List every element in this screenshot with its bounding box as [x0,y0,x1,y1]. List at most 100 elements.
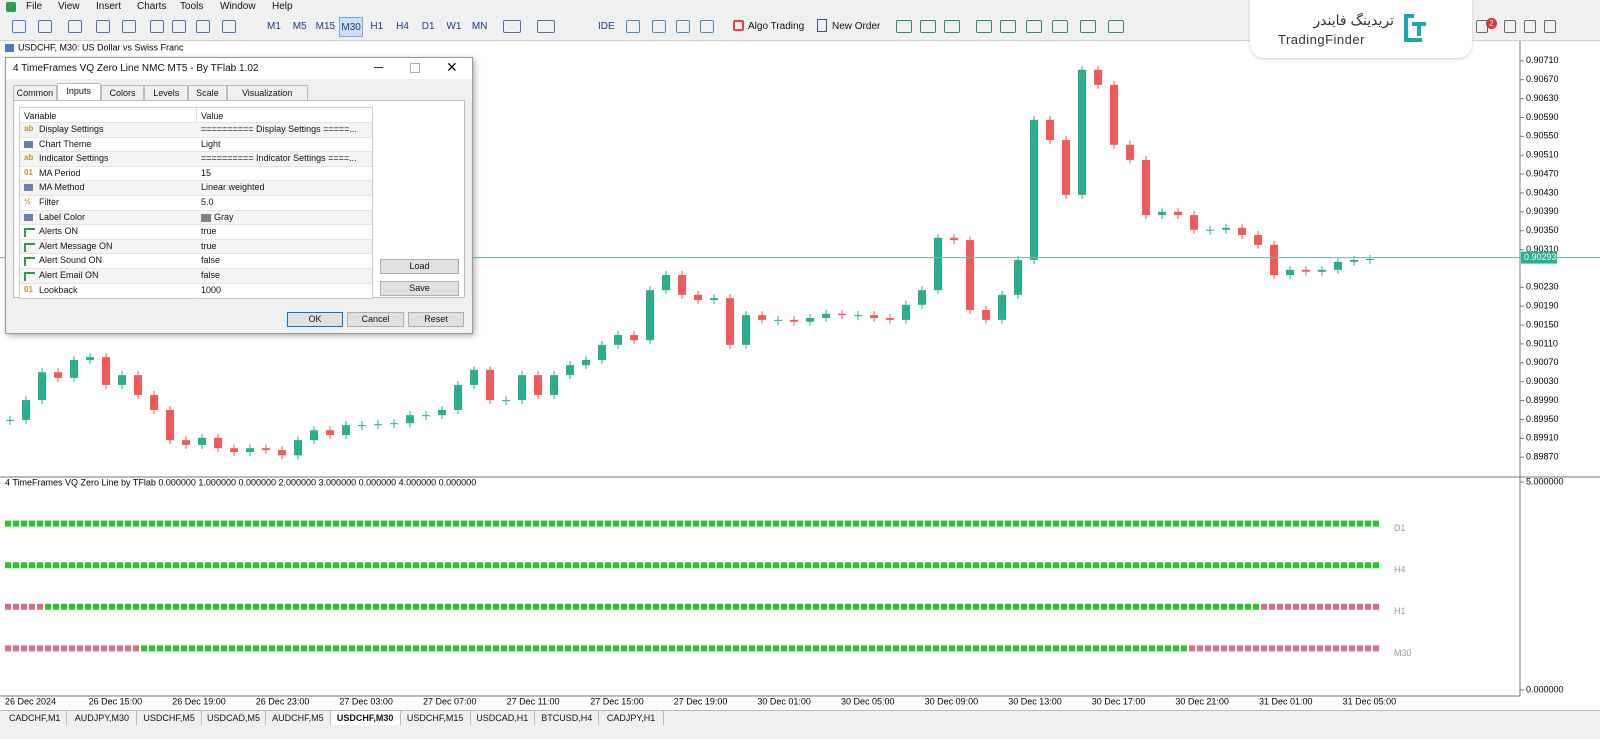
state-dot [437,645,443,652]
chart-tab[interactable]: USDCHF,M15 [400,711,471,725]
timeframe-button[interactable]: W1 [446,21,462,32]
ok-button[interactable]: OK [287,312,343,327]
input-row[interactable]: MA Method Linear weighted [20,180,372,195]
menu-item[interactable]: File [26,1,43,12]
tool-icon[interactable] [172,20,186,33]
state-dot [1021,562,1027,569]
menu-item[interactable]: Window [220,1,256,12]
input-row[interactable]: 01 Lookback 1000 [20,282,372,298]
input-row[interactable]: Alert Sound ON false [20,253,372,268]
chart-tab[interactable]: USDCAD,H1 [470,711,535,725]
tool-icon[interactable] [12,20,26,33]
algo-trading-button[interactable]: Algo Trading [748,21,805,32]
notification-badge[interactable]: 2 [1486,18,1497,29]
input-row[interactable]: Alert Message ON true [20,238,372,254]
chart-tab[interactable]: CADJPY,H1 [599,711,664,725]
tool-icon[interactable] [1108,20,1124,33]
state-dot [861,603,867,610]
load-button[interactable]: Load [380,259,459,274]
save-button[interactable]: Save [380,281,459,296]
state-dot [781,645,787,652]
tool-icon[interactable] [626,20,640,33]
tool-icon[interactable] [1080,20,1096,33]
reset-button[interactable]: Reset [408,312,464,327]
menu-item[interactable]: View [58,1,80,12]
tool-icon[interactable] [652,20,666,33]
dialog-tab[interactable]: Visualization [226,85,308,100]
dialog-tab[interactable]: Levels [144,85,189,100]
input-row[interactable]: Chart Theme Light [20,136,372,152]
input-row[interactable]: 01 MA Period 15 [20,165,372,181]
input-row[interactable]: Label Color Gray [20,209,372,225]
state-dot [1293,603,1299,610]
state-dot [453,520,459,527]
tool-icon[interactable] [1026,20,1042,33]
chart-tab[interactable]: AUDJPY,M30 [67,711,138,725]
input-row[interactable]: ab Indicator Settings ========== Indicator… [20,151,372,166]
menu-item[interactable]: Insert [96,1,122,12]
candle [1270,244,1278,276]
tool-icon[interactable] [68,20,82,33]
state-dot [1069,645,1075,652]
menu-item[interactable]: Tools [180,1,204,12]
tool-icon[interactable] [1052,20,1068,33]
timeframe-button[interactable]: H4 [396,21,409,32]
input-row[interactable]: Alerts ON true [20,224,372,239]
timeframe-button[interactable]: M5 [292,21,307,32]
tool-icon[interactable] [537,20,555,33]
tool-icon[interactable] [700,20,714,33]
dialog-tab[interactable]: Common [13,85,57,100]
timeframe-button[interactable]: M30 [339,17,364,37]
state-dot [309,645,315,652]
tool-icon[interactable] [1544,20,1556,33]
input-row[interactable]: ½ Filter 5.0 [20,195,372,210]
dialog-tab[interactable]: Colors [100,85,145,100]
tool-icon[interactable] [676,20,690,33]
state-dot [573,520,579,527]
timeframe-button[interactable]: H1 [370,21,384,32]
tool-icon[interactable] [1524,20,1536,33]
input-row[interactable]: Alert Email ON false [20,268,372,283]
timeframe-button[interactable]: M15 [315,21,336,32]
state-dot [733,603,739,610]
new-order-button[interactable]: New Order [832,21,881,32]
chart-tab[interactable]: AUDCHF,M5 [266,711,331,725]
timeframe-button[interactable]: MN [471,21,488,32]
y-tick-label: 0.90670 [1526,74,1559,84]
menu-item[interactable]: Help [272,1,293,12]
tool-icon[interactable] [1000,20,1016,33]
tool-icon[interactable] [896,20,912,33]
tool-icon[interactable] [944,20,960,33]
tool-icon[interactable] [150,20,164,33]
cancel-button[interactable]: Cancel [347,312,404,327]
tool-icon[interactable] [196,20,210,33]
tool-icon[interactable] [1504,20,1516,33]
chart-tab[interactable]: USDCAD,M5 [201,711,267,725]
tool-icon[interactable] [976,20,992,33]
tool-icon[interactable] [38,20,52,33]
timeframe-button[interactable]: D1 [421,21,435,32]
dialog-tab[interactable]: Scale [188,85,227,100]
chart-tab[interactable]: USDCHF,M5 [137,711,202,725]
chart-tab[interactable]: CADCHF,M1 [3,711,68,725]
timeframe-button[interactable]: M1 [267,21,281,32]
menu-item[interactable]: Charts [137,1,167,12]
input-row[interactable]: ab Display Settings ========== Display Set… [20,122,372,137]
tool-icon[interactable] [1476,20,1488,33]
state-dot [181,645,187,652]
close-button[interactable]: ✕ [446,59,458,75]
tool-icon[interactable] [96,20,110,33]
ide-button[interactable]: IDE [598,21,615,32]
row-icon [24,140,33,148]
tool-icon[interactable] [920,20,936,33]
chart-tab[interactable]: USDCHF,M30 [330,711,401,725]
tool-icon[interactable] [222,20,236,33]
minimize-button[interactable] [374,67,383,68]
state-dot [485,645,491,652]
state-dot [709,562,715,569]
tool-icon[interactable] [503,20,521,33]
maximize-button[interactable] [410,63,420,73]
chart-tab[interactable]: BTCUSD,H4 [535,711,600,725]
tool-icon[interactable] [122,20,136,33]
dialog-tab[interactable]: Inputs [56,83,101,100]
